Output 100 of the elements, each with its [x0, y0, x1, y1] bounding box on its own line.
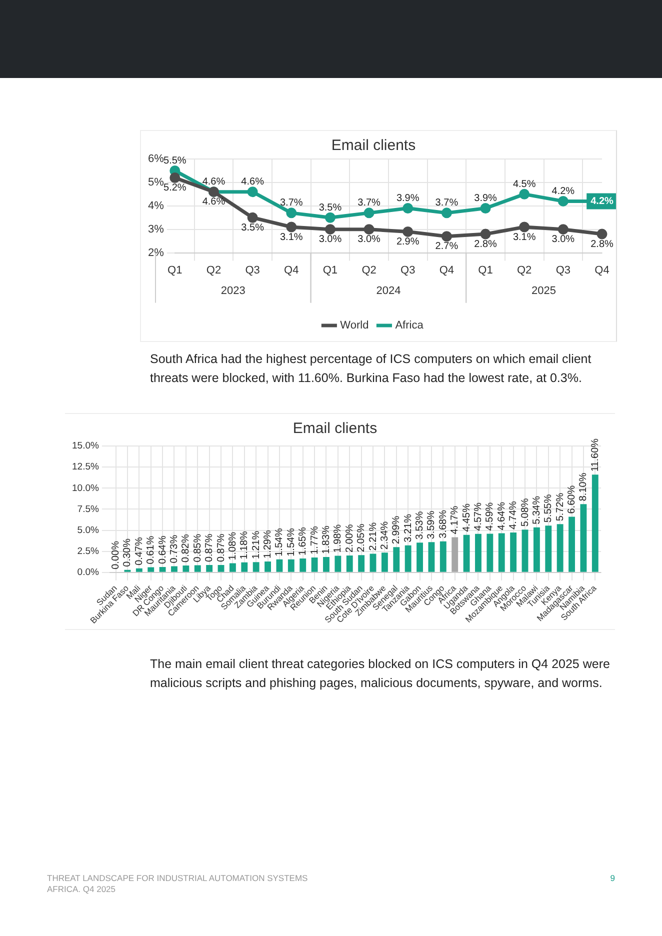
- x-tick-label: Q1: [168, 264, 182, 276]
- data-label: 0.85%: [192, 534, 204, 562]
- x-tick-label: Q4: [284, 264, 299, 276]
- data-label: 0.87%: [216, 534, 227, 562]
- data-label: 3.5%: [318, 202, 342, 214]
- data-label: 3.1%: [280, 232, 303, 243]
- bar: [556, 524, 564, 572]
- text: South Africa had the highest percentage of ICS computers on which email client threats were blocked, with 11.60%. Burkina Faso had the lowest rate, at 0.3%.: [150, 351, 592, 387]
- data-label: 4.2%: [552, 186, 575, 197]
- data-label: 3.21%: [402, 514, 414, 542]
- point: [402, 226, 414, 237]
- data-label: 5.34%: [531, 496, 542, 524]
- y-tick-label: 10.0%: [72, 482, 100, 494]
- data-label: 2.8%: [590, 238, 614, 250]
- data-label: 4.17%: [450, 506, 461, 534]
- point: [170, 172, 180, 184]
- data-label: 2.00%: [344, 524, 356, 553]
- data-label: 4.6%: [202, 176, 226, 188]
- bar: [416, 542, 423, 572]
- legend-label: Africa: [395, 320, 424, 332]
- data-label: 1.54%: [286, 528, 297, 556]
- data-label: 2.99%: [391, 516, 402, 544]
- point: [558, 224, 568, 235]
- point: [519, 222, 530, 232]
- data-label: 4.45%: [461, 503, 472, 532]
- bar: [182, 565, 190, 572]
- bar: [428, 542, 435, 572]
- bar: [229, 563, 236, 572]
- data-label: 5.08%: [520, 498, 531, 527]
- text: 2024: [376, 284, 401, 297]
- point: [364, 224, 374, 235]
- bar: [510, 532, 517, 572]
- point: [441, 231, 452, 242]
- data-label: 5.2%: [164, 182, 186, 194]
- y-tick-label: 5.0%: [77, 524, 100, 536]
- data-label: 3.53%: [414, 511, 426, 540]
- bar: [300, 558, 306, 572]
- point: [364, 208, 374, 218]
- text: THREAT LANDSCAPE FOR INDUSTRIAL AUTOMATION SYSTEMS: [47, 873, 308, 884]
- data-label: 5.5%: [164, 155, 186, 166]
- text: 2025: [532, 284, 556, 297]
- data-label: 6.60%: [566, 485, 578, 514]
- point: [247, 212, 258, 223]
- point: [596, 228, 608, 240]
- bar: [194, 565, 201, 572]
- text: 2023: [220, 284, 246, 297]
- x-tick-label: Q1: [478, 264, 493, 276]
- data-label: 0.30%: [122, 538, 134, 567]
- y-tick-label: 4%: [148, 200, 164, 212]
- y-tick-label: 0.0%: [77, 567, 100, 578]
- bar: [568, 516, 575, 572]
- data-label: 1.83%: [320, 525, 332, 554]
- data-label: 5.55%: [543, 494, 554, 523]
- point: [286, 208, 297, 218]
- bar: [370, 554, 376, 572]
- bar: [580, 504, 587, 572]
- x-tick-label: Q2: [517, 264, 532, 276]
- bar: [311, 557, 318, 572]
- text: 9: [610, 873, 615, 883]
- bar: [522, 530, 528, 572]
- data-label: 2.34%: [379, 521, 390, 550]
- data-label: 11.60%: [590, 438, 601, 472]
- data-label: 3.0%: [552, 234, 575, 246]
- point: [402, 202, 414, 214]
- bar: [381, 552, 388, 572]
- bar: [264, 562, 271, 572]
- data-label: 4.57%: [472, 502, 484, 531]
- point: [480, 228, 491, 240]
- data-label: 0.73%: [168, 534, 180, 564]
- data-label: 3.7%: [280, 198, 303, 209]
- point: [324, 212, 336, 223]
- bar: [148, 567, 154, 572]
- bar: [323, 556, 330, 572]
- y-tick-label: 12.5%: [72, 462, 100, 473]
- bar: [241, 562, 248, 572]
- data-label: 3.9%: [474, 192, 498, 204]
- data-label: 0.82%: [180, 534, 192, 562]
- data-label: 3.59%: [426, 510, 438, 540]
- data-label: 2.7%: [435, 241, 458, 252]
- bar: [404, 545, 412, 572]
- point: [441, 208, 452, 218]
- data-label: 4.5%: [512, 178, 536, 190]
- bar: [592, 474, 598, 572]
- data-label: 0.64%: [157, 536, 168, 564]
- data-label: 4.6%: [202, 196, 226, 208]
- data-label: 0.00%: [110, 540, 122, 570]
- bar: [393, 547, 400, 572]
- y-tick-label: 2%: [148, 246, 164, 259]
- y-tick-label: 6%: [148, 153, 164, 166]
- legend-label: World: [340, 320, 369, 332]
- data-label: 2.21%: [368, 522, 379, 551]
- bar: [288, 559, 294, 572]
- bar: [206, 565, 213, 572]
- bar: [545, 526, 552, 572]
- data-label: 1.98%: [332, 524, 344, 553]
- point: [480, 202, 491, 214]
- bar: [346, 556, 353, 572]
- y-tick-label: 5%: [148, 176, 164, 188]
- data-label: 0.47%: [134, 536, 145, 566]
- data-label: 3.7%: [358, 198, 381, 209]
